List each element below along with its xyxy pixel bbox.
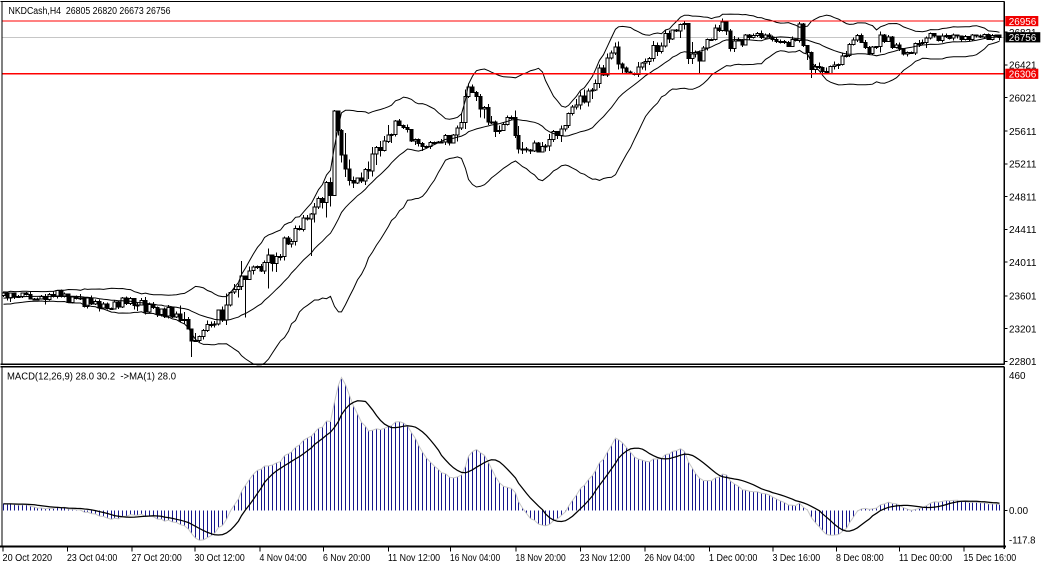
svg-text:26306: 26306 (1009, 70, 1037, 81)
svg-text:8 Dec 08:00: 8 Dec 08:00 (836, 553, 884, 564)
svg-text:26021: 26021 (1009, 93, 1037, 104)
svg-text:23 Oct 04:00: 23 Oct 04:00 (67, 553, 118, 564)
svg-text:23601: 23601 (1009, 292, 1037, 303)
svg-text:-117.8: -117.8 (1009, 536, 1036, 547)
svg-text:11 Dec 00:00: 11 Dec 00:00 (899, 553, 953, 564)
svg-text:24811: 24811 (1009, 192, 1037, 203)
svg-text:20 Oct 2020: 20 Oct 2020 (3, 553, 53, 564)
svg-text:460: 460 (1009, 371, 1026, 382)
svg-text:24411: 24411 (1009, 225, 1037, 236)
svg-text:NKDCash,H4 26805 26820 26673: NKDCash,H4 26805 26820 26673 26756 (9, 6, 171, 17)
svg-text:26 Nov 04:00: 26 Nov 04:00 (645, 553, 696, 564)
svg-text:MACD(12,26,9) 28.0 30.2 ->MA(: MACD(12,26,9) 28.0 30.2 ->MA(1) 28.0 (7, 372, 176, 383)
svg-text:0.00: 0.00 (1009, 506, 1028, 517)
svg-text:23 Nov 12:00: 23 Nov 12:00 (580, 553, 631, 564)
svg-text:27 Oct 20:00: 27 Oct 20:00 (132, 553, 183, 564)
svg-text:4 Nov 04:00: 4 Nov 04:00 (260, 553, 308, 564)
svg-text:26421: 26421 (1009, 61, 1037, 72)
svg-text:24011: 24011 (1009, 258, 1037, 269)
svg-text:18 Nov 20:00: 18 Nov 20:00 (516, 553, 567, 564)
svg-text:11 Nov 12:00: 11 Nov 12:00 (388, 553, 440, 564)
svg-text:22801: 22801 (1009, 357, 1037, 368)
svg-text:25211: 25211 (1009, 160, 1037, 171)
svg-text:26956: 26956 (1009, 17, 1037, 28)
svg-text:1 Dec 00:00: 1 Dec 00:00 (709, 553, 758, 564)
svg-text:6 Nov 20:00: 6 Nov 20:00 (323, 553, 371, 564)
svg-text:30 Oct 12:00: 30 Oct 12:00 (195, 553, 246, 564)
svg-text:16 Nov 04:00: 16 Nov 04:00 (450, 553, 501, 564)
svg-text:3 Dec 16:00: 3 Dec 16:00 (773, 553, 821, 564)
svg-text:25611: 25611 (1009, 127, 1037, 138)
svg-text:15 Dec 16:00: 15 Dec 16:00 (964, 553, 1017, 564)
svg-text:23201: 23201 (1009, 324, 1037, 335)
svg-text:26756: 26756 (1009, 33, 1037, 44)
